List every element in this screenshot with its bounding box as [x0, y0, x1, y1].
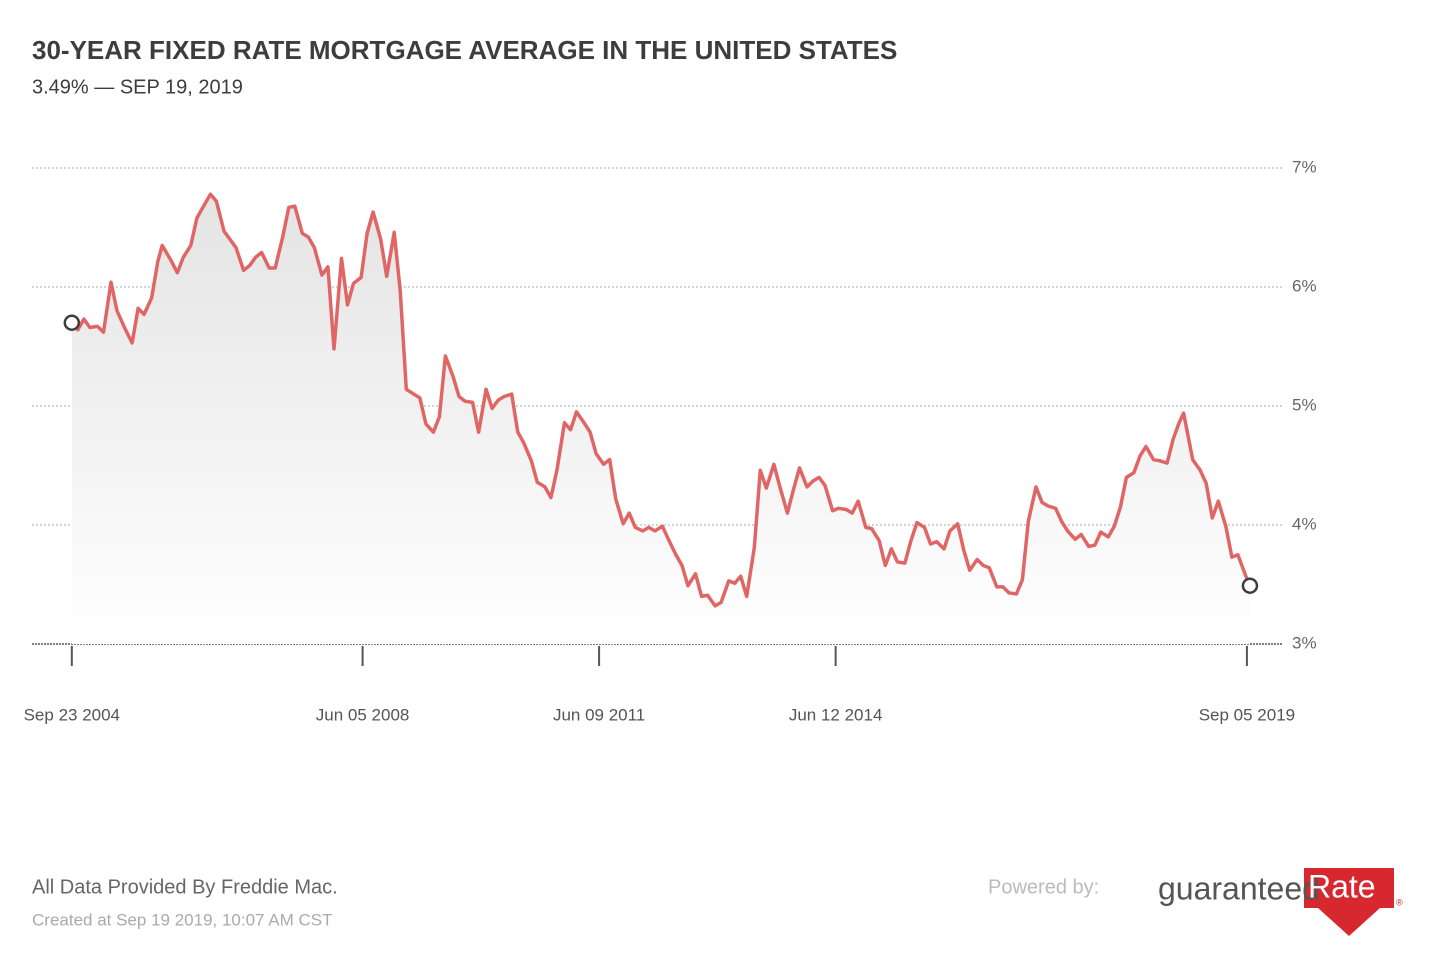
y-tick-label: 5%	[1292, 395, 1317, 414]
logo: guaranteed Rate ®	[1158, 868, 1403, 936]
x-tick-label: Sep 23 2004	[24, 705, 120, 724]
source-note: All Data Provided By Freddie Mac.	[32, 876, 338, 898]
x-tick-label: Jun 05 2008	[316, 705, 410, 724]
logo-mark: ®	[1396, 897, 1403, 907]
end-marker	[63, 314, 81, 331]
x-tick-label: Jun 09 2011	[553, 705, 645, 724]
logo-text: guaranteed	[1158, 870, 1320, 906]
end-marker	[1241, 577, 1259, 594]
line	[70, 192, 1252, 608]
created-note: Created at Sep 19 2019, 10:07 AM CST	[32, 910, 333, 929]
logo-text: Rate	[1308, 868, 1376, 904]
x-tick-label: Sep 05 2019	[1199, 705, 1295, 724]
y-tick-label: 6%	[1292, 276, 1317, 295]
x-tick-label: Jun 12 2014	[789, 705, 883, 724]
area	[71, 194, 1250, 644]
y-tick-label: 4%	[1292, 514, 1317, 533]
chart-title: 30-YEAR FIXED RATE MORTGAGE AVERAGE IN T…	[32, 35, 897, 65]
chart-subtitle: 3.49% — SEP 19, 2019	[32, 76, 243, 98]
y-tick-label: 7%	[1292, 157, 1317, 176]
y-tick-label: 3%	[1292, 633, 1317, 652]
powered-by: Powered by:	[988, 876, 1099, 898]
logo-badge	[1304, 868, 1394, 936]
